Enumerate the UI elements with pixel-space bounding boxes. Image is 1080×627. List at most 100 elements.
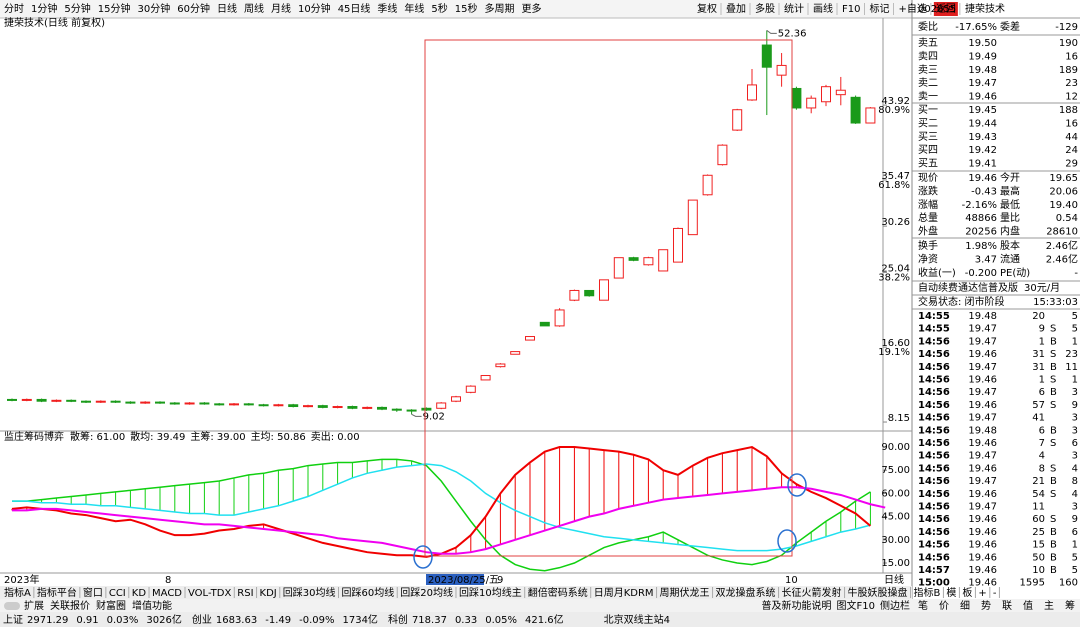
toolbar-bg (0, 0, 912, 18)
index-value: 2971.29 (27, 615, 68, 626)
period-tab[interactable]: 更多 (522, 2, 542, 15)
tick-count: 3 (1072, 387, 1078, 398)
low-pointer (411, 413, 422, 417)
book-label: 买二 (918, 117, 938, 129)
indicator-tab[interactable]: 指标平台 (37, 586, 77, 599)
period-tab[interactable]: 月线 (271, 2, 291, 15)
high-pointer (766, 29, 777, 34)
tick-flag: B (1050, 527, 1057, 538)
tick-flag: B (1050, 362, 1057, 373)
indicator-tab[interactable]: 长征火箭发射 (782, 586, 842, 599)
period-tab[interactable]: 15分钟 (98, 2, 131, 15)
tick-price: 19.47 (968, 362, 997, 373)
tick-time: 14:55 (918, 324, 950, 335)
subtab[interactable]: 侧边栏 (880, 599, 910, 612)
tick-volume: 1 (1039, 375, 1045, 386)
book-volume: 12 (1065, 92, 1078, 103)
indicator-tab[interactable]: KD (132, 588, 147, 599)
candle-body (229, 403, 239, 406)
indicator-tab[interactable]: KDJ (260, 588, 277, 599)
indicator-tab[interactable]: + (978, 588, 986, 599)
indicator-tab[interactable]: 日周月KDRM (594, 587, 654, 599)
subtab[interactable]: 图文F10 (837, 599, 875, 612)
candle-body (273, 404, 284, 407)
quote-label: 股本 (1000, 239, 1020, 252)
y-tick-label: 35.47 (881, 171, 910, 182)
quote-label: 现价 (918, 172, 938, 184)
side-tab[interactable]: 细 (960, 599, 970, 612)
index-name: 上证 (3, 614, 23, 626)
period-tab[interactable]: 季线 (377, 2, 397, 15)
indicator-tab[interactable]: RSI (237, 588, 253, 599)
tool-button[interactable]: 标记 (869, 3, 889, 15)
indicator-tab[interactable]: MACD (152, 588, 182, 599)
period-tab[interactable]: 45日线 (338, 2, 371, 15)
indicator-tab[interactable]: 双龙操盘系统 (716, 586, 776, 599)
period-tab[interactable]: 分时 (4, 3, 24, 15)
period-tab[interactable]: 年线 (404, 2, 424, 15)
tool-button[interactable]: +自选 (898, 2, 926, 15)
side-tab[interactable]: 主 (1044, 600, 1054, 612)
indicator-tab[interactable]: 回踩10均线主 (459, 586, 522, 599)
indicator-tab[interactable]: 周期伏龙王 (660, 586, 710, 599)
indicator-tab[interactable]: - (993, 588, 997, 599)
candle-body (599, 279, 609, 301)
subtab[interactable]: 增值功能 (132, 599, 172, 612)
period-tab[interactable]: 1分钟 (31, 2, 57, 15)
y-tick-label: 30.26 (881, 217, 910, 228)
subtab[interactable]: 扩展 (24, 599, 44, 612)
subtab[interactable]: 财富圈 (96, 599, 126, 612)
period-tab[interactable]: 30分钟 (137, 2, 170, 15)
tool-button[interactable]: 复权 (697, 2, 717, 15)
tool-button[interactable]: 画线 (813, 2, 833, 15)
indicator-tab[interactable]: 板 (962, 586, 972, 599)
indicator-tab[interactable]: CCI (109, 588, 126, 599)
tool-button[interactable]: F10 (842, 4, 860, 15)
quote-value: 19.40 (1049, 200, 1078, 211)
tick-price: 19.47 (968, 451, 997, 462)
tick-count: 1 (1072, 375, 1078, 386)
period-tab[interactable]: 5秒 (431, 2, 447, 15)
tool-button[interactable]: 返回 (936, 3, 956, 15)
side-tab[interactable]: 笔 (918, 599, 928, 612)
indicator-tab[interactable]: 窗口 (83, 586, 103, 599)
indicator-tab[interactable]: 回踩20均线 (400, 586, 453, 599)
tool-button[interactable]: 多股 (755, 2, 775, 15)
period-tab[interactable]: 日线 (217, 2, 237, 15)
tick-flag: S (1050, 489, 1056, 500)
indicator-tab[interactable]: 指标B (914, 586, 941, 599)
book-label: 买四 (918, 144, 938, 156)
side-tab[interactable]: 价 (939, 600, 949, 612)
subtab[interactable]: 关联报价 (50, 599, 90, 612)
indicator-tab[interactable]: 模 (946, 587, 956, 599)
indicator-tab[interactable]: VOL-TDX (188, 588, 231, 599)
quote-label: 外盘 (918, 225, 938, 238)
promo: 自动续费通达信普及版 (918, 281, 1018, 294)
period-tab[interactable]: 15秒 (455, 2, 478, 15)
tick-volume: 31 (1032, 349, 1045, 360)
indicator-tab[interactable]: 回踩30均线 (283, 586, 336, 599)
index-name: 科创 (388, 613, 408, 626)
indicator-tab[interactable]: 牛股妖股操盘 (848, 586, 908, 599)
promo-price[interactable]: 30元/月 (1024, 282, 1060, 294)
subtab[interactable]: 普及新功能说明 (762, 599, 832, 612)
indicator-line (12, 486, 886, 555)
period-tab[interactable]: 周线 (244, 2, 264, 15)
tool-button[interactable]: 统计 (784, 2, 804, 15)
indicator-tab[interactable]: 回踩60均线 (342, 586, 395, 599)
indicator-tab[interactable]: 指标A (4, 586, 31, 599)
side-tab[interactable]: 势 (981, 599, 991, 612)
period-tab[interactable]: 60分钟 (177, 2, 210, 15)
candle-body (199, 402, 210, 405)
side-tab[interactable]: 筹 (1065, 599, 1075, 612)
quote-label: PE(动) (1000, 267, 1030, 279)
indicator-tab[interactable]: 翻倍密码系统 (528, 586, 588, 599)
side-tab[interactable]: 值 (1023, 599, 1033, 612)
side-tab[interactable]: 联 (1002, 600, 1012, 612)
tool-button[interactable]: 叠加 (726, 3, 746, 15)
period-tab[interactable]: 10分钟 (298, 2, 331, 15)
tick-volume: 1595 (1020, 578, 1045, 589)
period-tab[interactable]: 5分钟 (64, 2, 90, 15)
period-tab[interactable]: 多周期 (485, 2, 515, 15)
candle-body (525, 336, 535, 341)
